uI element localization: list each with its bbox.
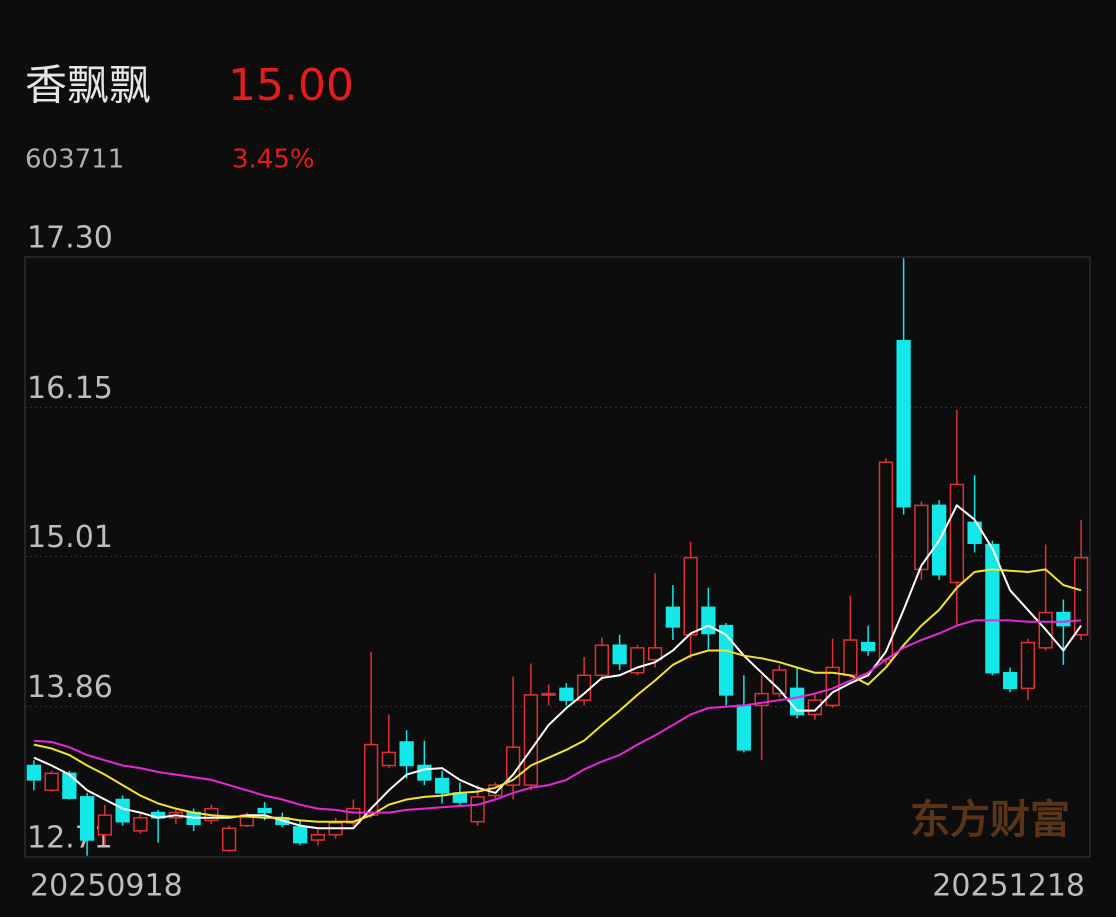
candle-body <box>97 814 113 836</box>
candle-body <box>257 807 272 814</box>
candle-body <box>133 817 148 832</box>
y-tick-label: 15.01 <box>27 520 113 555</box>
candle-body <box>523 694 539 786</box>
candle-body <box>292 826 308 844</box>
moving-average-line <box>33 503 1082 830</box>
candle-body <box>736 704 752 751</box>
candle-body <box>44 772 59 792</box>
candle-body <box>949 483 965 584</box>
candle-body <box>896 339 911 508</box>
candle-body <box>985 543 1000 674</box>
x-tick-label: 20251218 <box>932 869 1085 904</box>
candle-body <box>1002 671 1018 690</box>
stock-name: 香飘飘 <box>25 61 151 110</box>
candle-body <box>399 741 414 767</box>
candle-body <box>914 504 929 571</box>
change-percent: 3.45% <box>232 145 315 175</box>
candle-body <box>1073 556 1089 636</box>
candle-body <box>559 687 574 701</box>
y-tick-label: 13.86 <box>27 670 113 705</box>
moving-average-line <box>33 568 1082 823</box>
candle-body <box>665 606 681 628</box>
plot-frame <box>24 256 1091 858</box>
candle-body <box>594 644 610 677</box>
candle-body <box>434 777 450 794</box>
candle-body <box>878 461 894 661</box>
candle-body <box>612 644 627 665</box>
price: 15.00 <box>228 60 354 111</box>
candle-body <box>967 521 982 545</box>
y-tick-label: 16.15 <box>27 371 113 406</box>
candle-body <box>647 647 663 661</box>
candle-body <box>843 639 858 677</box>
candle-body <box>221 827 237 852</box>
moving-average-line <box>33 619 1082 814</box>
x-tick-label: 20250918 <box>30 869 183 904</box>
candle-body <box>718 624 734 696</box>
candle-body <box>701 606 716 635</box>
candle-body <box>417 764 432 781</box>
candle-body <box>470 796 485 823</box>
candle-body <box>860 641 876 652</box>
candle-body <box>541 692 556 696</box>
candle-body <box>62 772 77 799</box>
candle-body <box>79 796 95 841</box>
candle-body <box>754 692 769 707</box>
candle-body <box>310 834 326 841</box>
candle-body <box>26 764 42 781</box>
candle-body <box>1056 611 1071 627</box>
watermark: 东方财富 <box>910 797 1070 843</box>
candle-body <box>683 556 698 636</box>
candle-body <box>381 751 397 767</box>
stock-code: 603711 <box>25 145 124 175</box>
y-tick-label: 17.30 <box>27 221 113 256</box>
candle-body <box>1020 641 1036 690</box>
